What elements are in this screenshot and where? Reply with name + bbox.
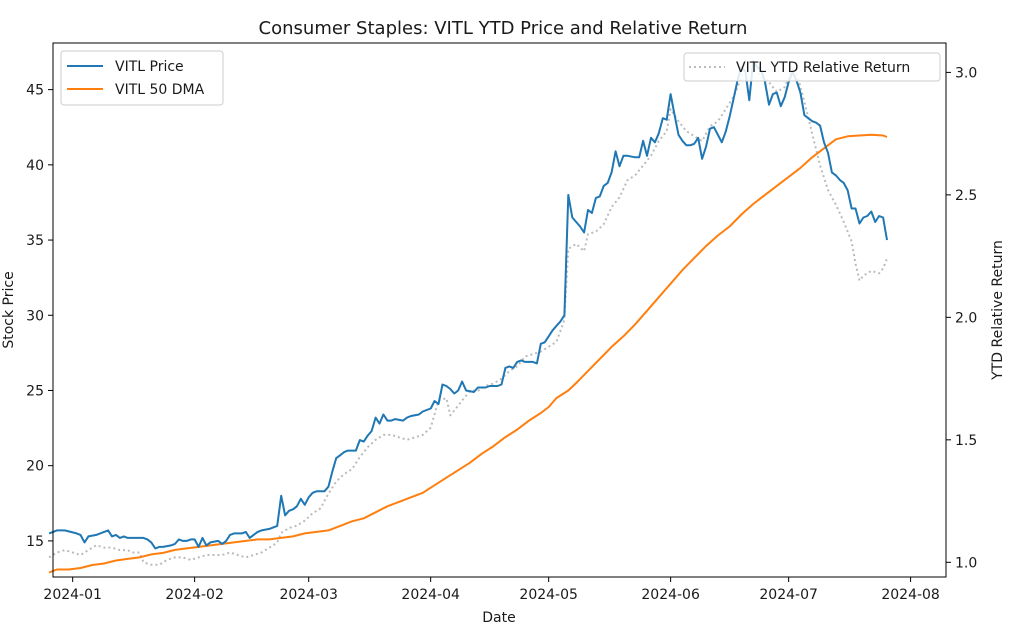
legend-label-price: VITL Price <box>115 59 184 75</box>
y2-tick-label: 2.5 <box>955 188 977 204</box>
y-tick-label: 20 <box>26 459 44 475</box>
y-tick-label: 45 <box>26 83 44 99</box>
y-tick-label: 30 <box>26 308 44 324</box>
series-line-vitl-ytd-relative-return <box>48 59 888 566</box>
y2-tick-label: 3.0 <box>955 65 977 81</box>
y-tick-label: 40 <box>26 158 44 174</box>
legend-label-relative-return: VITL YTD Relative Return <box>736 60 910 76</box>
legend-right: VITL YTD Relative Return <box>683 52 941 82</box>
x-tick-label: 2024-01 <box>43 587 102 603</box>
y2-tick-label: 1.5 <box>955 433 977 449</box>
plot-area <box>48 59 888 574</box>
y2-axis-label: YTD Relative Return <box>990 240 1006 381</box>
legend-left: VITL Price VITL 50 DMA <box>60 50 224 106</box>
x-tick-label: 2024-06 <box>641 587 700 603</box>
x-axis: 2024-01 2024-02 2024-03 2024-04 2024-05 2024-… <box>43 577 940 603</box>
x-tick-label: 2024-05 <box>519 587 578 603</box>
y2-tick-label: 1.0 <box>955 555 977 571</box>
plot-frame <box>52 42 947 578</box>
x-tick-label: 2024-02 <box>165 587 224 603</box>
legend-right-box <box>683 52 941 82</box>
y-tick-label: 15 <box>26 534 44 550</box>
x-tick-label: 2024-03 <box>279 587 338 603</box>
y-tick-label: 25 <box>26 383 44 399</box>
legend-left-box <box>60 50 224 106</box>
x-axis-label: Date <box>482 610 515 626</box>
series-line-vitl-price <box>48 60 888 550</box>
y-axis-label: Stock Price <box>1 271 17 348</box>
x-tick-label: 2024-08 <box>881 587 940 603</box>
x-tick-label: 2024-04 <box>401 587 460 603</box>
y-tick-label: 35 <box>26 233 44 249</box>
legend-label-dma: VITL 50 DMA <box>115 82 205 98</box>
x-tick-label: 2024-07 <box>759 587 818 603</box>
chart-title: Consumer Staples: VITL YTD Price and Rel… <box>259 18 748 39</box>
series-line-vitl-50-dma <box>48 133 888 574</box>
y-axis-right: 1.0 1.5 2.0 2.5 3.0 <box>946 65 977 571</box>
y-axis-left: 15 20 25 30 35 40 45 <box>26 83 53 550</box>
y2-tick-label: 2.0 <box>955 310 977 326</box>
